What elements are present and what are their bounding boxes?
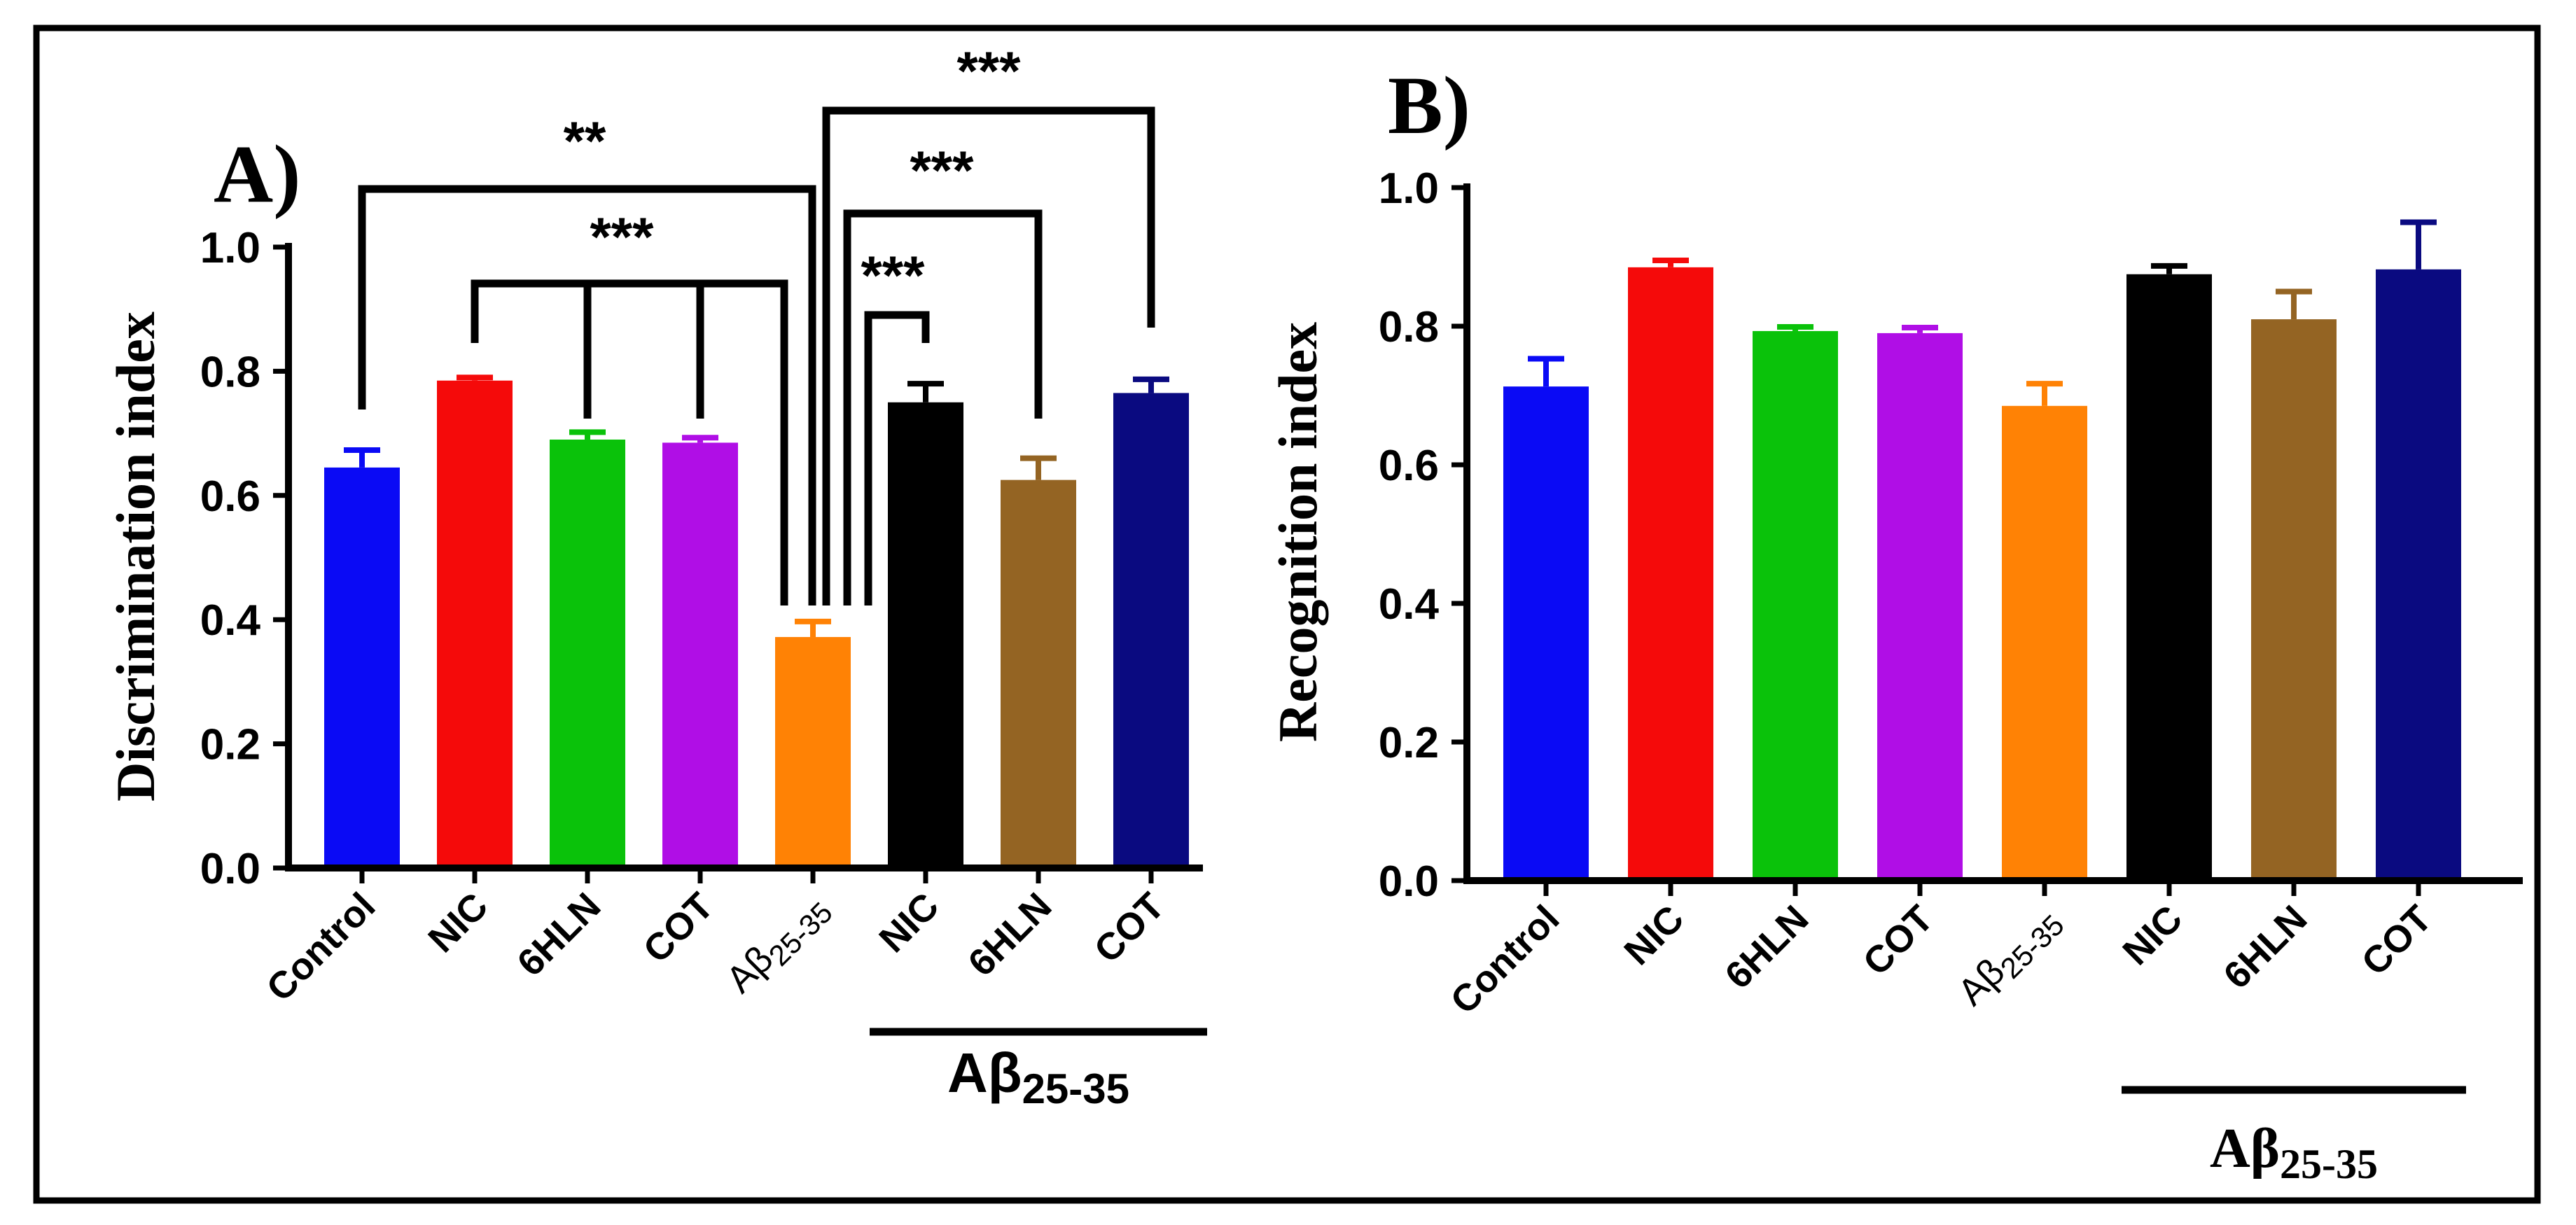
group-label: Aβ25-35 xyxy=(2210,1118,2378,1187)
y-tick-label: 0.0 xyxy=(1379,858,1439,906)
group-label-main: Aβ xyxy=(947,1042,1022,1104)
x-tick-label-main: COT xyxy=(1855,897,1941,983)
x-tick-label: 6HLN xyxy=(2215,897,2315,997)
group-label-main: Aβ xyxy=(2210,1118,2280,1180)
y-tick-label: 0.2 xyxy=(200,721,260,769)
x-tick-label: NIC xyxy=(1616,897,1692,973)
x-tick-label: Aβ25-35 xyxy=(718,885,839,1005)
x-tick-label: Aβ25-35 xyxy=(1950,897,2070,1018)
significance-bracket xyxy=(864,311,930,606)
significance-bracket xyxy=(358,185,816,606)
x-tick-label: 6HLN xyxy=(509,885,608,984)
bar-abeta xyxy=(775,637,851,868)
x-tick-label: COT xyxy=(1855,897,1941,983)
x-tick-label-main: 6HLN xyxy=(2215,897,2315,997)
bar-abeta xyxy=(2002,405,2087,881)
x-tick-label-main: NIC xyxy=(2115,897,2190,973)
y-tick-label: 1.0 xyxy=(200,224,260,272)
x-tick-label-main: COT xyxy=(2353,897,2439,983)
bar-cot xyxy=(1877,332,1963,881)
x-tick-label: COT xyxy=(635,885,721,971)
group-label: Aβ25-35 xyxy=(947,1042,1129,1112)
bar-abeta_cot xyxy=(1113,393,1189,868)
bar-6hln xyxy=(1753,330,1838,881)
y-tick-label: 0.8 xyxy=(200,348,260,396)
bar-abeta_nic xyxy=(888,402,963,868)
significance-label: *** xyxy=(956,40,1021,102)
x-tick-label-main: 6HLN xyxy=(960,885,1059,984)
significance-label: *** xyxy=(590,206,654,267)
significance-label: *** xyxy=(861,244,925,306)
significance-bracket xyxy=(843,209,1043,606)
x-tick-label-main: NIC xyxy=(1616,897,1692,973)
bar-6hln xyxy=(550,439,625,868)
x-tick-label: NIC xyxy=(420,885,496,960)
bar-abeta_nic xyxy=(2126,274,2212,881)
y-tick-label: 0.2 xyxy=(1379,719,1439,767)
panel-b-label: B) xyxy=(1388,59,1470,151)
x-tick-label: COT xyxy=(2353,897,2439,983)
panel-a-ylabel: Discrimination index xyxy=(105,312,166,802)
x-tick-label-main: NIC xyxy=(420,885,496,960)
x-tick-label: COT xyxy=(1086,885,1172,971)
x-tick-label-main: Control xyxy=(258,885,383,1009)
y-tick-label: 1.0 xyxy=(1379,164,1439,213)
bar-abeta_6hln xyxy=(2251,319,2337,881)
panel-b-ylabel: Recognition index xyxy=(1267,322,1328,742)
x-tick-label: 6HLN xyxy=(1717,897,1816,997)
figure-border xyxy=(33,24,2541,1204)
x-tick-label-main: NIC xyxy=(871,885,947,960)
bar-cot xyxy=(662,442,738,868)
significance-label: *** xyxy=(910,139,974,201)
panel-a-label: A) xyxy=(214,128,301,220)
x-tick-label-main: Control xyxy=(1442,897,1567,1022)
bar-abeta_6hln xyxy=(1001,479,1076,868)
x-tick-label: NIC xyxy=(871,885,947,960)
x-tick-label-subscript: 25-35 xyxy=(1994,909,2070,985)
x-tick-label-main: 6HLN xyxy=(509,885,608,984)
bar-nic xyxy=(1628,267,1713,881)
group-label-subscript: 25-35 xyxy=(2280,1141,2378,1187)
significance-bracket xyxy=(471,279,788,606)
significance-label: ** xyxy=(564,110,606,172)
y-tick-label: 0.6 xyxy=(1379,442,1439,490)
x-tick-label: Control xyxy=(1442,897,1567,1022)
bar-abeta_cot xyxy=(2376,269,2461,881)
y-tick-label: 0.6 xyxy=(200,472,260,521)
bar-control xyxy=(324,467,400,868)
y-tick-label: 0.4 xyxy=(200,596,261,645)
y-tick-label: 0.0 xyxy=(200,845,260,893)
y-tick-label: 0.8 xyxy=(1379,303,1439,351)
x-tick-label-main: COT xyxy=(635,885,721,971)
x-tick-label: 6HLN xyxy=(960,885,1059,984)
x-tick-label: Control xyxy=(258,885,383,1009)
bar-nic xyxy=(437,380,513,868)
x-tick-label-main: 6HLN xyxy=(1717,897,1816,997)
x-tick-label-main: COT xyxy=(1086,885,1172,971)
x-tick-label-subscript: 25-35 xyxy=(763,896,839,972)
group-label-subscript: 25-35 xyxy=(1022,1065,1129,1112)
x-tick-label: NIC xyxy=(2115,897,2190,973)
significance-bracket xyxy=(822,106,1155,606)
bar-control xyxy=(1503,386,1589,881)
y-tick-label: 0.4 xyxy=(1379,580,1440,629)
